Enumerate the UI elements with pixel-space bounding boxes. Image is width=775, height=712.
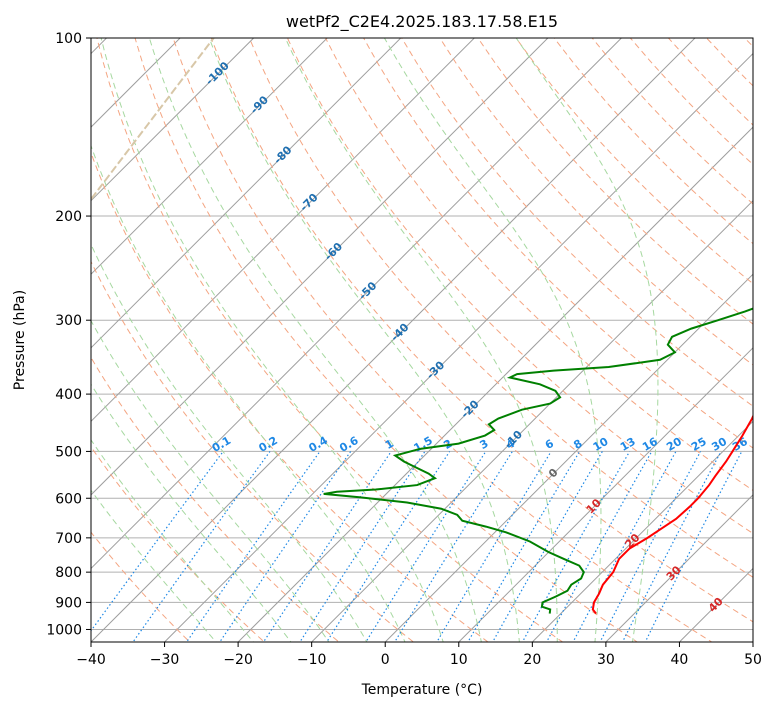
dry-adiabat-line: [96, 38, 564, 642]
y-tick-label: 300: [55, 313, 82, 329]
moist-adiabat-line: [91, 439, 254, 642]
plot-area: 0.1 0.2 0.4 0.6 1 1.5 2 3 4 6 8 10 13 16 20 25 30 36-100-…: [91, 38, 753, 642]
moist-adiabat-line: [91, 144, 406, 642]
x-tick-label: −10: [297, 652, 327, 668]
isotherm-line: [91, 38, 328, 275]
y-tick-label: 900: [55, 595, 82, 611]
mixing-ratio-line: [436, 451, 552, 642]
x-tick-label: 10: [450, 652, 468, 668]
plot-frame: [90, 37, 754, 643]
mixing-ratio-line: [491, 451, 603, 642]
isotherm-line: [91, 38, 181, 128]
isotherm-line: [458, 347, 753, 642]
moist-adiabat-line: [91, 243, 368, 642]
chart-title: wetPf2_C2E4.2025.183.17.58.E15: [286, 12, 558, 32]
temperature-profile-line: [591, 414, 753, 615]
y-tick-label: 500: [55, 444, 82, 460]
x-axis-title: Temperature (°C): [361, 682, 483, 698]
isotherm-line: [91, 38, 623, 570]
isotherm-line: [91, 38, 255, 202]
dry-adiabat-line: [363, 38, 753, 449]
dry-adiabat-line: [210, 38, 753, 623]
dry-adiabat-line: [477, 38, 753, 325]
x-tick-label: 50: [744, 652, 762, 668]
y-tick-label: 1000: [46, 622, 82, 638]
y-tick-label: 700: [55, 531, 82, 547]
dry-adiabat-line: [248, 38, 753, 578]
isotherm-line: [752, 641, 753, 642]
moist-adiabat-line: [208, 38, 520, 642]
x-tick-label: 40: [671, 652, 689, 668]
dry-adiabat-line: [591, 38, 753, 205]
moist-adiabat-line: [515, 38, 659, 642]
isotherm-line: [310, 199, 753, 642]
dry-adiabat-line: [706, 38, 753, 87]
dry-adiabat-line: [668, 38, 753, 126]
dry-adiabat-line: [401, 38, 753, 407]
dry-adiabat-line: [134, 38, 639, 642]
mixing-ratio-line: [365, 451, 487, 642]
mixing-ratio-line: [394, 451, 513, 642]
x-tick-label: −40: [76, 652, 106, 668]
y-axis-title: Pressure (hPa): [12, 290, 28, 390]
mixing-ratio-line: [621, 451, 722, 642]
mixing-ratio-line: [299, 451, 426, 642]
x-tick-label: 30: [597, 652, 615, 668]
dry-adiabat-line: [553, 38, 753, 245]
y-tick-label: 100: [55, 31, 82, 47]
mixing-ratio-line: [132, 451, 271, 642]
axes: −40 −30 −20 −10 0 10 20 30 40 50 100 200 300 400 500 60…: [46, 31, 762, 668]
y-tick-label: 600: [55, 491, 82, 507]
isotherm-line: [91, 38, 476, 423]
mixing-ratio-line: [572, 451, 677, 642]
mixing-ratio-line: [521, 451, 631, 642]
mixing-ratio-line: [467, 451, 581, 642]
y-tick-label: 400: [55, 387, 82, 403]
x-tick-label: −20: [223, 652, 253, 668]
moist-adiabat-line: [91, 383, 292, 642]
isotherm-line: [237, 126, 753, 642]
x-tick-label: 20: [523, 652, 541, 668]
dry-adiabat-line: [91, 151, 489, 642]
isotherm-line: [605, 494, 753, 642]
isotherm-line: [531, 420, 753, 642]
y-tick-label: 800: [55, 565, 82, 581]
dry-adiabat-line: [91, 260, 415, 642]
mixing-ratio-line: [91, 451, 224, 632]
mixing-ratio-label: 6: [543, 437, 556, 452]
mixing-ratio-line: [644, 451, 743, 642]
x-tick-label: 0: [381, 652, 390, 668]
isotherm-line: [384, 273, 753, 642]
dry-adiabat-line: [439, 38, 753, 366]
isotherm-line: [91, 38, 402, 349]
isotherm-line: [91, 38, 549, 496]
dry-adiabat-line: [91, 356, 340, 642]
isotherm-line: [91, 38, 696, 642]
dry-adiabat-line: [286, 38, 753, 535]
dewpoint-profile-line: [323, 307, 753, 614]
moist-adiabat-line: [148, 38, 482, 642]
mixing-ratio-line: [326, 451, 451, 642]
dry-adiabat-line: [91, 445, 265, 642]
moist-adiabat-line: [100, 38, 444, 642]
moist-adiabat-line: [91, 319, 330, 642]
x-tick-label: −30: [150, 652, 180, 668]
mixing-ratio-line: [262, 451, 392, 642]
dry-adiabat-line: [325, 38, 753, 491]
y-tick-label: 200: [55, 209, 82, 225]
moist-adiabat-line: [91, 489, 217, 642]
moist-adiabat-line: [383, 38, 602, 642]
mixing-ratio-label: 3: [477, 437, 490, 452]
dry-adiabat-line: [172, 38, 713, 642]
isotherm-line: [678, 567, 753, 642]
moist-adiabat-line: [284, 38, 558, 642]
mixing-ratio-line: [219, 451, 352, 642]
frost-point-curve: [91, 38, 215, 201]
